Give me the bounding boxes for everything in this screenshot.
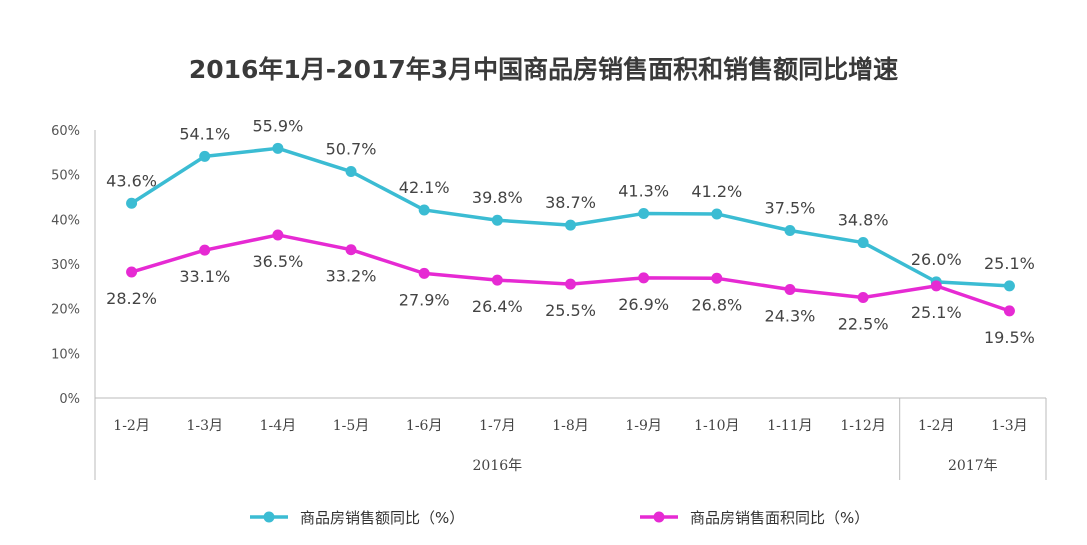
data-point	[126, 197, 138, 209]
y-tick-label: 20%	[51, 303, 80, 318]
data-point	[418, 267, 430, 279]
x-tick-label: 1-8月	[552, 418, 589, 434]
x-tick-label: 1-9月	[625, 418, 662, 434]
data-label: 34.8%	[838, 211, 889, 230]
y-tick-label: 0%	[59, 392, 80, 407]
data-point	[272, 229, 284, 241]
data-label: 54.1%	[179, 124, 230, 143]
data-point	[784, 283, 796, 295]
data-label: 33.2%	[326, 267, 377, 286]
legend-item: 商品房销售额同比（%）	[250, 509, 464, 527]
data-label: 41.3%	[618, 182, 669, 201]
x-tick-label: 1-10月	[694, 418, 739, 434]
series-line	[131, 233, 1010, 313]
data-point	[638, 272, 650, 284]
chart-axes	[94, 130, 1046, 480]
data-label: 26.8%	[691, 295, 742, 314]
data-point	[930, 280, 942, 292]
data-point	[345, 244, 357, 256]
x-tick-label: 1-11月	[767, 418, 812, 434]
data-label: 26.0%	[911, 250, 962, 269]
x-tick-label: 1-7月	[479, 418, 516, 434]
legend-label: 商品房销售额同比（%）	[300, 509, 464, 527]
data-label: 24.3%	[765, 306, 816, 325]
data-point	[857, 237, 869, 249]
data-label: 55.9%	[252, 116, 303, 135]
data-label: 25.5%	[545, 301, 596, 320]
data-point	[418, 204, 430, 216]
x-group-labels: 2016年 2017年	[473, 398, 1047, 480]
legend-label: 商品房销售面积同比（%）	[690, 509, 869, 527]
data-label: 27.9%	[399, 290, 450, 309]
data-point	[1003, 280, 1015, 292]
data-label: 43.6%	[106, 171, 157, 190]
x-group-label: 2016年	[473, 458, 523, 474]
y-tick-label: 10%	[51, 347, 80, 362]
data-label: 22.5%	[838, 315, 889, 334]
y-tick-label: 30%	[51, 258, 80, 273]
data-point	[491, 214, 503, 226]
legend-marker	[263, 511, 275, 523]
y-tick-labels: 0% 10% 20% 30% 40% 50% 60%	[51, 124, 80, 407]
data-label: 41.2%	[691, 182, 742, 201]
data-label: 25.1%	[984, 254, 1035, 273]
y-tick-label: 60%	[51, 124, 80, 139]
data-point	[711, 208, 723, 220]
x-tick-labels: 1-2月 1-3月 1-4月 1-5月 1-6月 1-7月 1-8月 1-9月 1-10月 1-1…	[113, 418, 1027, 434]
data-point	[272, 142, 284, 154]
data-point	[638, 208, 650, 220]
chart-title: 2016年1月-2017年3月中国商品房销售面积和销售额同比增速	[188, 55, 899, 84]
x-tick-label: 1-5月	[333, 418, 370, 434]
y-tick-label: 40%	[51, 213, 80, 228]
data-label: 50.7%	[326, 140, 377, 159]
data-point	[345, 166, 357, 178]
legend-item: 商品房销售面积同比（%）	[640, 509, 869, 527]
x-tick-label: 1-3月	[186, 418, 223, 434]
data-label: 25.1%	[911, 303, 962, 322]
data-point	[1003, 305, 1015, 317]
data-label: 26.9%	[618, 295, 669, 314]
data-label: 19.5%	[984, 328, 1035, 347]
data-point	[491, 274, 503, 286]
data-point	[565, 219, 576, 231]
x-tick-label: 1-12月	[840, 418, 885, 434]
y-tick-label: 50%	[51, 169, 80, 184]
data-point	[857, 292, 869, 303]
data-label: 38.7%	[545, 193, 596, 212]
data-point	[711, 272, 723, 284]
data-label: 39.8%	[472, 188, 523, 207]
legend: 商品房销售额同比（%） 商品房销售面积同比（%）	[250, 509, 869, 527]
data-label: 42.1%	[399, 178, 450, 197]
data-point	[199, 244, 211, 256]
data-label: 36.5%	[252, 252, 303, 271]
x-tick-label: 1-2月	[113, 418, 150, 434]
data-point	[784, 225, 796, 236]
data-point	[126, 266, 138, 278]
series-layer: 43.6% 54.1% 55.9% 50.7% 42.1% 39.8% 38.7% 41.3%…	[106, 116, 1035, 347]
data-point	[565, 278, 576, 290]
x-tick-label: 1-3月	[991, 418, 1028, 434]
data-label: 26.4%	[472, 297, 523, 316]
legend-marker	[653, 511, 665, 523]
x-tick-label: 1-4月	[260, 418, 297, 434]
data-label: 37.5%	[765, 199, 816, 218]
data-label: 28.2%	[106, 289, 157, 308]
x-tick-label: 1-2月	[918, 418, 955, 434]
data-label: 33.1%	[179, 267, 230, 286]
data-point	[199, 150, 211, 162]
x-group-label: 2017年	[948, 458, 998, 474]
x-tick-label: 1-6月	[406, 418, 443, 434]
